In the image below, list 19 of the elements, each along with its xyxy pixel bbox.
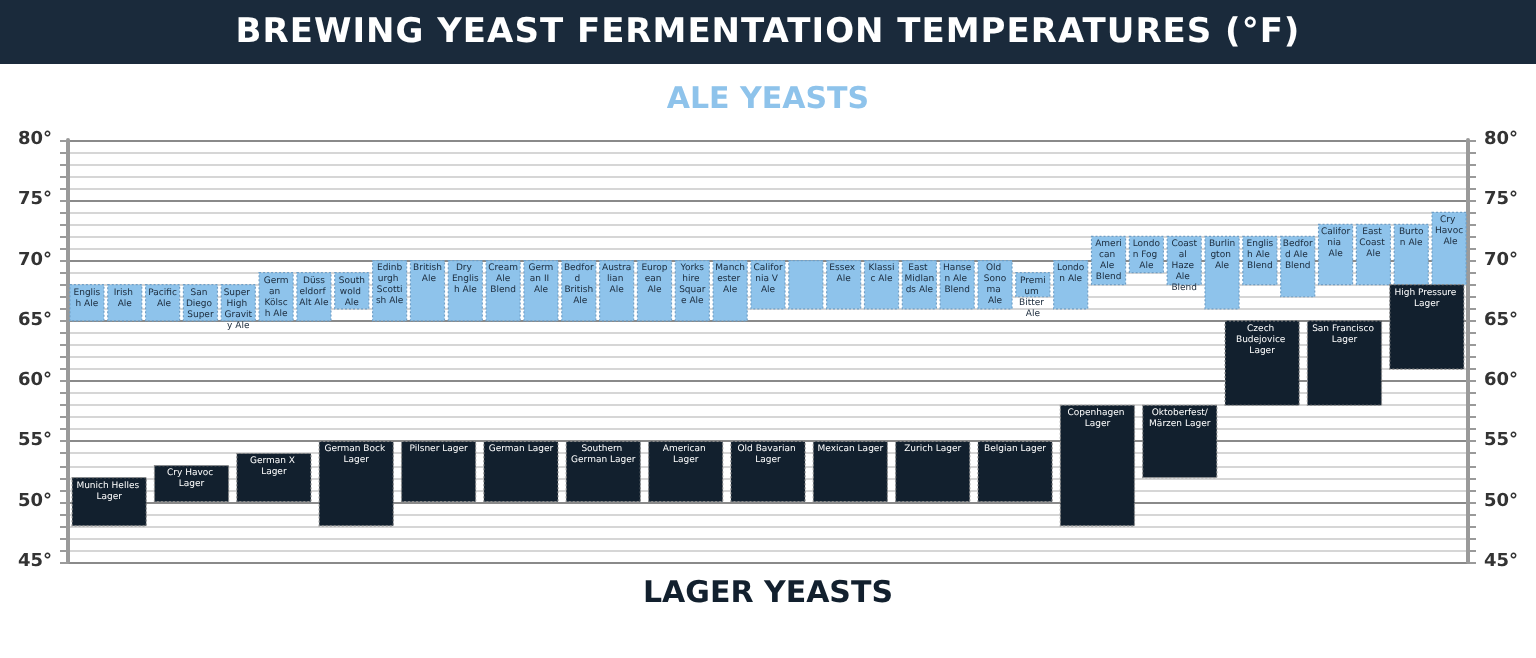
y2-tick-label: 50° xyxy=(1484,491,1519,512)
y2-tick-label: 75° xyxy=(1484,190,1519,211)
y2-tick-label: 65° xyxy=(1484,310,1519,331)
y-tick-label: 60° xyxy=(17,371,52,392)
y2-tick-label: 55° xyxy=(1484,431,1519,452)
y2-tick-label: 70° xyxy=(1484,250,1519,271)
y2-tick-label: 60° xyxy=(1484,371,1519,392)
y-tick-label: 70° xyxy=(17,250,52,271)
text: ALE YEASTS xyxy=(664,80,872,116)
y-tick-label: 50° xyxy=(17,491,52,512)
chart-title: BREWING YEAST FERMENTATION TEMPERATURES (°F) xyxy=(0,0,1536,64)
y2-tick-label: 80° xyxy=(1484,130,1519,150)
y-tick-label: 75° xyxy=(17,190,52,211)
y-tick-label: 65° xyxy=(17,310,52,331)
y2-tick-label: 45° xyxy=(1484,552,1519,572)
y-tick-label: 80° xyxy=(17,130,52,150)
y-tick-label: 45° xyxy=(17,552,52,572)
y-tick-label: 55° xyxy=(17,431,52,452)
text: LAGER YEASTS xyxy=(640,574,896,610)
